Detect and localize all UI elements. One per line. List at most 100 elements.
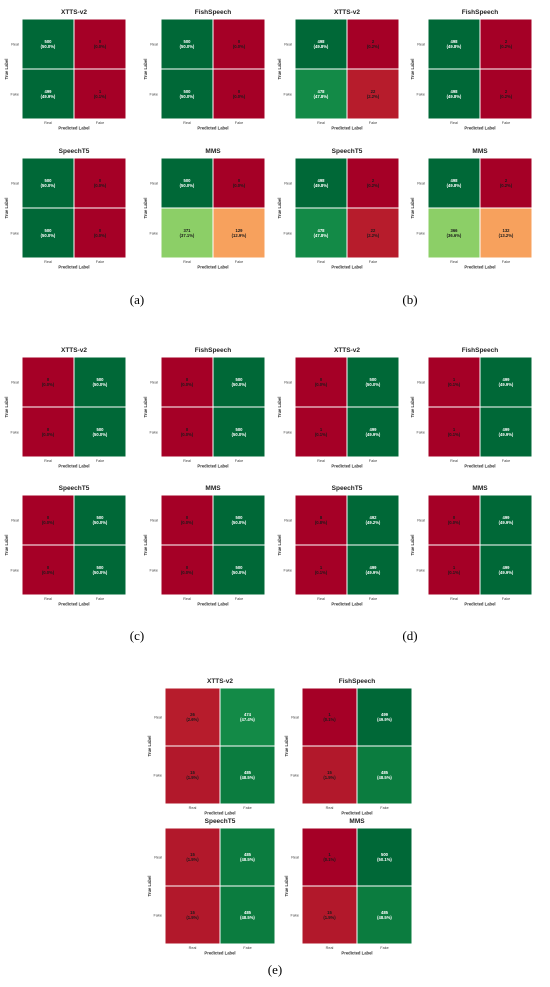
confusion-matrix: SpeechT50(0.0%)500(50.0%)0(0.0%)500(50.0… [4, 485, 127, 607]
y-tick-label: Fake [417, 431, 425, 435]
cell-count: 366 [451, 228, 459, 233]
cell-percent: (0.0%) [233, 183, 246, 188]
cell-percent: (49.9%) [377, 717, 392, 722]
x-axis-label: Predicted Label [204, 951, 235, 956]
cell-percent: (36.6%) [447, 233, 462, 238]
cell-count: 500 [236, 377, 244, 382]
chart-title: FishSpeech [195, 347, 232, 354]
chart-title: XTTS-v2 [61, 9, 87, 16]
y-axis-label: True Label [284, 736, 289, 757]
cell-count: 500 [381, 852, 389, 857]
x-tick-label: Real [44, 459, 52, 463]
chart-title: XTTS-v2 [334, 347, 360, 354]
cell-percent: (0.1%) [94, 94, 107, 99]
cell-percent: (0.0%) [448, 520, 461, 525]
cell-count: 499 [45, 89, 53, 94]
heatmap-cell [21, 157, 75, 209]
heatmap-cell [294, 544, 348, 596]
cell-count: 492 [370, 515, 378, 520]
cell-count: 0 [47, 565, 50, 570]
y-tick-label: Real [11, 519, 19, 523]
x-axis-label: Predicted Label [341, 951, 372, 956]
y-tick-label: Real [150, 519, 158, 523]
x-tick-label: Real [317, 459, 325, 463]
cell-count: 0 [238, 89, 241, 94]
y-tick-label: Real [284, 43, 292, 47]
cell-percent: (0.1%) [448, 382, 461, 387]
chart-title: SpeechT5 [59, 485, 90, 492]
y-axis-label: True Label [143, 397, 148, 418]
cell-percent: (50.0%) [232, 432, 247, 437]
heatmap-cell [479, 157, 533, 209]
y-tick-label: Real [284, 381, 292, 385]
chart-title: FishSpeech [462, 9, 499, 16]
x-tick-label: Real [450, 121, 458, 125]
x-tick-label: Fake [380, 806, 388, 810]
x-tick-label: Real [450, 459, 458, 463]
confusion-matrix: XTTS-v2 0(0.0%) 500(50.0%) 1(0.1%) 499(49.9%… [277, 347, 400, 469]
cell-percent: (49.8%) [314, 44, 329, 49]
y-axis-label: True Label [4, 59, 9, 80]
cell-percent: (48.5%) [377, 775, 392, 780]
cell-count: 478 [318, 89, 326, 94]
x-axis-label: Predicted Label [204, 811, 235, 816]
confusion-matrix: FishSpeech0(0.0%)500(50.0%)0(0.0%)500(50… [143, 347, 266, 469]
y-tick-label: Fake [291, 774, 299, 778]
heatmap-cell [212, 356, 266, 408]
cell-count: 500 [236, 515, 244, 520]
x-tick-label: Fake [243, 806, 251, 810]
x-tick-label: Fake [380, 946, 388, 950]
cell-percent: (47.4%) [240, 717, 255, 722]
cell-percent: (0.8%) [315, 520, 328, 525]
y-axis-label: True Label [4, 397, 9, 418]
heatmap-cell [219, 885, 276, 945]
cell-count: 0 [453, 515, 456, 520]
x-tick-label: Fake [502, 121, 510, 125]
heatmap-cell [346, 544, 400, 596]
confusion-matrix: MMS 500(50.0%) 0(0.0%) 371(37.1%) 129(12.9%)… [143, 148, 266, 270]
y-tick-label: Fake [150, 93, 158, 97]
heatmap-cell [346, 68, 400, 120]
heatmap-cell [164, 885, 221, 945]
cell-count: 15 [190, 910, 195, 915]
y-tick-label: Real [150, 43, 158, 47]
x-axis-label: Predicted Label [197, 602, 228, 607]
cell-percent: (50.0%) [180, 94, 195, 99]
y-tick-label: Fake [284, 232, 292, 236]
cell-percent: (12.9%) [232, 233, 247, 238]
heatmap-cell [356, 687, 413, 747]
cell-percent: (0.0%) [42, 570, 55, 575]
x-axis-label: Predicted Label [58, 265, 89, 270]
y-tick-label: Real [417, 182, 425, 186]
cell-percent: (0.0%) [181, 432, 194, 437]
heatmap-cell [212, 494, 266, 546]
heatmap-cell [73, 207, 127, 259]
confusion-matrix: SpeechT5 8(0.8%) 492(49.2%) 1(0.1%) 499(49.9… [277, 485, 400, 607]
cell-count: 500 [184, 39, 192, 44]
heatmap-cell [73, 544, 127, 596]
heatmap-cell [479, 544, 533, 596]
confusion-matrix: MMS 1(0.1%) 500(50.1%) 15(1.5%) 485(48.5%) Re… [284, 818, 413, 956]
confusion-matrix: XTTS-v2 26(2.6%) 474(47.4%) 15(1.5%) 485(48.… [147, 678, 276, 816]
cell-count: 499 [370, 427, 378, 432]
x-tick-label: Real [326, 806, 334, 810]
chart-title: MMS [472, 485, 488, 492]
heatmap-cell [356, 885, 413, 945]
x-tick-label: Fake [369, 121, 377, 125]
confusion-matrix: FishSpeech498(49.8%)2(0.2%)498(49.8%)2(0… [410, 9, 533, 131]
y-axis-label: True Label [147, 876, 152, 897]
cell-count: 15 [327, 910, 332, 915]
heatmap-cell [160, 544, 214, 596]
heatmap-cell [346, 157, 400, 209]
cell-count: 0 [47, 515, 50, 520]
y-tick-label: Real [417, 381, 425, 385]
confusion-matrix: FishSpeech500(50.0%)0(0.0%)500(50.0%)0(0… [143, 9, 266, 131]
chart-title: SpeechT5 [205, 818, 236, 825]
y-axis-label: True Label [143, 535, 148, 556]
cell-percent: (0.2%) [500, 183, 513, 188]
cell-count: 2 [372, 39, 375, 44]
cell-percent: (50.0%) [41, 233, 56, 238]
x-tick-label: Fake [502, 459, 510, 463]
cell-percent: (0.2%) [367, 44, 380, 49]
confusion-matrix: XTTS-v20(0.0%)500(50.0%)0(0.0%)500(50.0%… [4, 347, 127, 469]
